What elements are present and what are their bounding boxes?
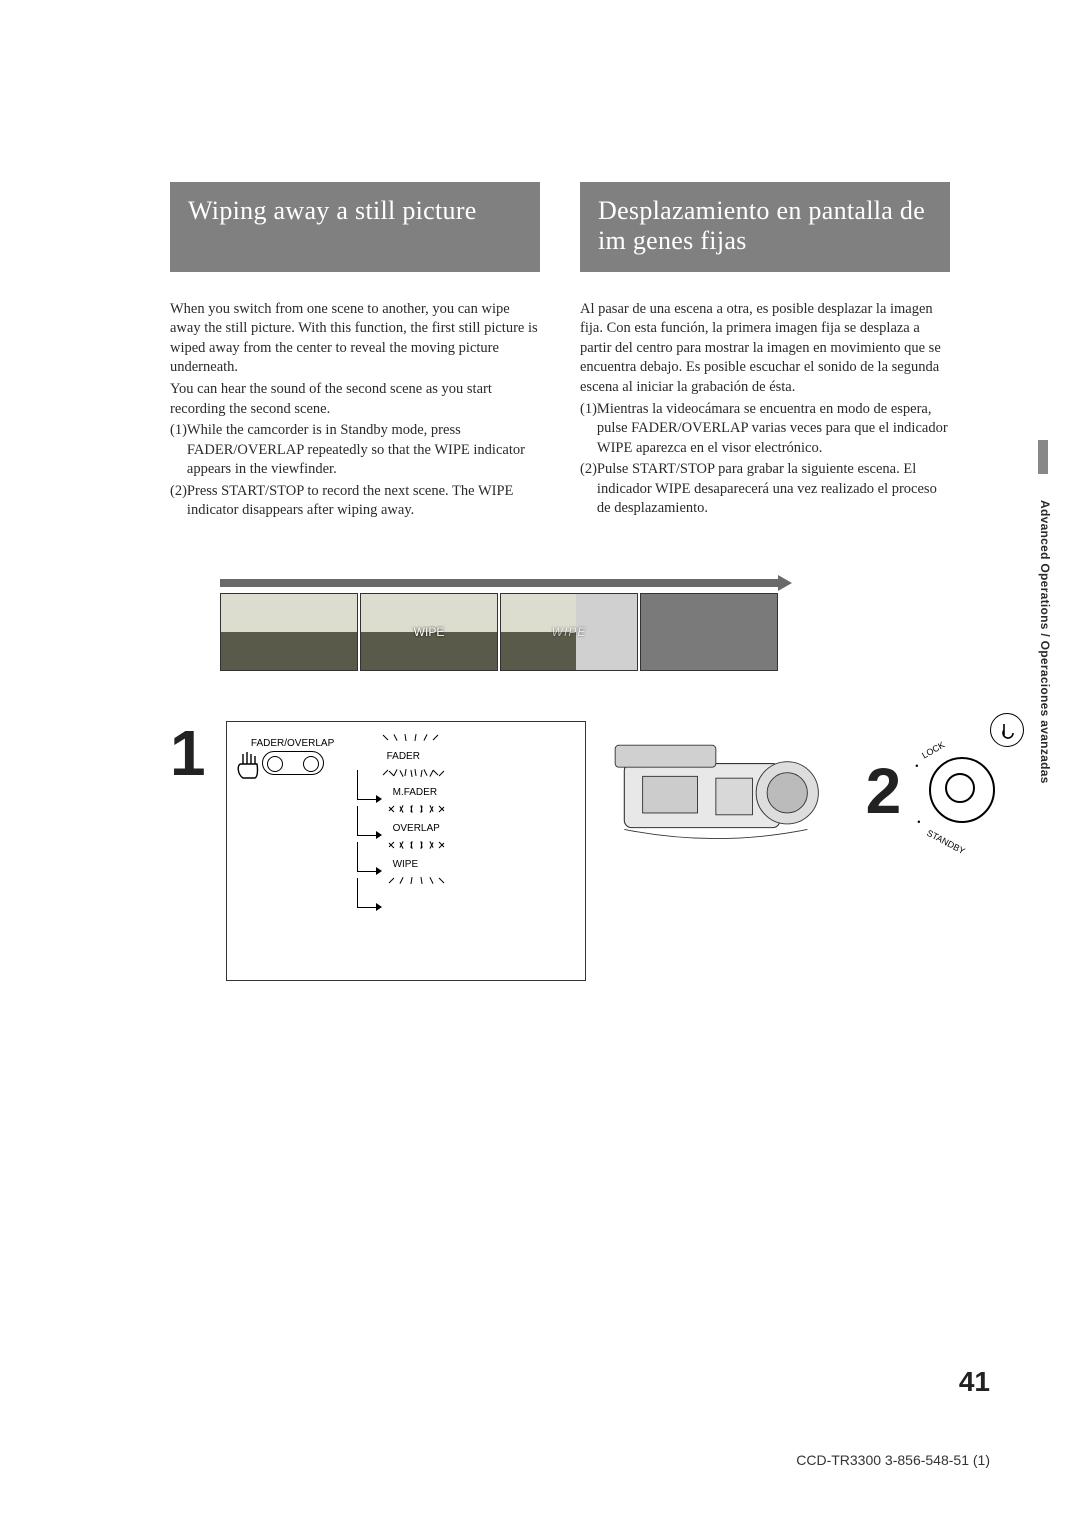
wipe-label-blink: WIPE	[552, 625, 587, 639]
dial-lock-label: LOCK	[920, 740, 946, 761]
wipe-frame-4	[640, 593, 778, 671]
fader-overlap-label: FADER/OVERLAP	[243, 738, 343, 749]
chapter-tab: Advanced Operations / Operaciones avanza…	[1032, 440, 1048, 880]
operation-diagram: 1 FADER/OVERLAP FADER	[170, 721, 990, 981]
chain-wipe: WIPE	[387, 857, 425, 872]
hand-press-icon	[233, 750, 261, 786]
fader-overlap-block: FADER/OVERLAP FADER M.FADER	[226, 721, 586, 981]
es-step2-text: Pulse START/STOP para grabar la siguient…	[597, 460, 950, 519]
chain-overlap: OVERLAP	[387, 821, 446, 836]
record-button-icon	[990, 713, 1024, 747]
es-step1-text: Mientras la videocámara se encuentra en …	[597, 400, 950, 459]
step-number-2: 2	[866, 759, 902, 823]
wipe-frame-1	[220, 593, 358, 671]
chain-mfader: M.FADER	[387, 785, 443, 800]
wipe-label-solid: WIPE	[414, 625, 445, 639]
en-step1-marker: (1)	[170, 421, 187, 480]
chain-fader: FADER	[381, 749, 426, 764]
en-step2-marker: (2)	[170, 482, 187, 521]
chapter-label: Advanced Operations / Operaciones avanza…	[1038, 500, 1052, 860]
es-step1-marker: (1)	[580, 400, 597, 459]
es-paragraph-1: Al pasar de una escena a otra, es posibl…	[580, 300, 950, 398]
en-paragraph-2: You can hear the sound of the second sce…	[170, 380, 540, 419]
switch-icon	[262, 751, 324, 775]
es-step2-marker: (2)	[580, 460, 597, 519]
dial-standby-label: STANDBY	[925, 828, 967, 856]
camcorder-icon	[606, 721, 844, 861]
en-step2-text: Press START/STOP to record the next scen…	[187, 482, 540, 521]
footer-code: CCD-TR3300 3-856-548-51 (1)	[796, 1452, 990, 1468]
column-es: Al pasar de una escena a otra, es posibl…	[580, 300, 950, 523]
en-paragraph-1: When you switch from one scene to anothe…	[170, 300, 540, 378]
page-number: 41	[959, 1366, 990, 1398]
fader-mode-chain: FADER M.FADER OVERLAP WIPE	[357, 738, 450, 922]
wipe-frame-2: WIPE	[360, 593, 498, 671]
step-number-1: 1	[170, 721, 206, 785]
heading-es: Desplazamiento en pantalla de im genes f…	[580, 182, 950, 272]
heading-en: Wiping away a still picture	[170, 182, 540, 272]
mode-dial: LOCK STANDBY • •	[923, 731, 1005, 851]
wipe-transition-diagram: WIPE WIPE	[220, 579, 780, 671]
en-step1-text: While the camcorder is in Standby mode, …	[187, 421, 540, 480]
column-en: When you switch from one scene to anothe…	[170, 300, 540, 523]
wipe-frame-3: WIPE	[500, 593, 638, 671]
